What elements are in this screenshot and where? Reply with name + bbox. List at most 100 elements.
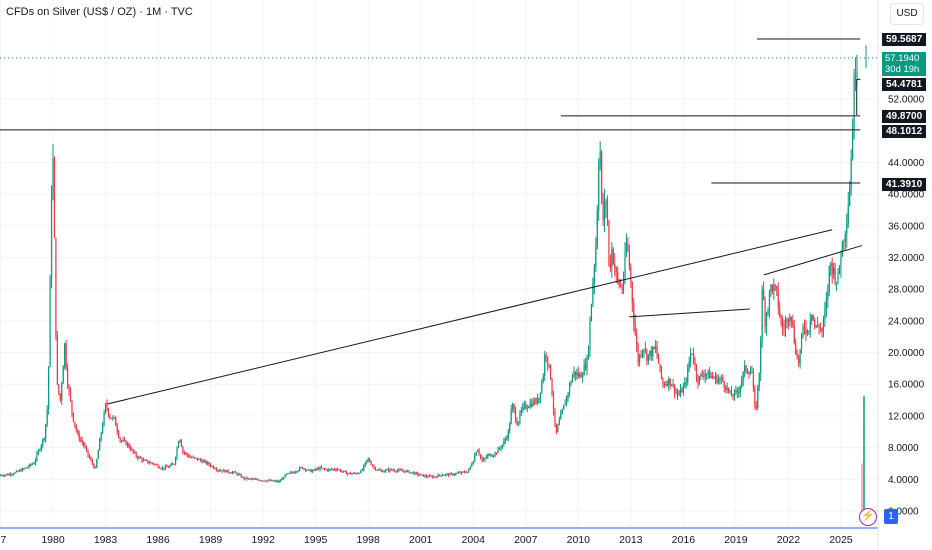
x-tick-label: 1998 (357, 534, 381, 546)
candle-body (590, 304, 593, 322)
candle-body (78, 433, 80, 440)
candle-body (350, 472, 352, 474)
candle-body (531, 403, 533, 407)
candle-body (46, 409, 48, 425)
x-tick-label: 1980 (41, 534, 65, 546)
candle-body (525, 404, 527, 409)
candle-body (196, 457, 199, 460)
y-tick-label: 40.0000 (888, 190, 925, 201)
candle-body (714, 375, 717, 379)
candle-body (386, 469, 388, 471)
candle-body (27, 466, 29, 468)
candle-body (662, 378, 664, 385)
x-tick-label: 1986 (146, 534, 170, 546)
candle-body (205, 460, 207, 464)
candle-body (376, 469, 378, 471)
candle-body (592, 283, 594, 305)
candle-body (593, 266, 595, 284)
candle-body (53, 158, 56, 239)
candle-body (671, 384, 673, 386)
candle-body (532, 400, 534, 407)
candle-body (42, 439, 44, 446)
candle-body (142, 459, 145, 461)
candle-body (77, 430, 79, 434)
candle-body (694, 362, 696, 366)
candle-body (418, 474, 420, 476)
candle-body (847, 205, 849, 224)
candle-body (173, 463, 175, 465)
candle-body (586, 357, 588, 369)
candle-body (424, 475, 426, 477)
candle-body (633, 303, 635, 323)
candle-body (13, 473, 15, 475)
candle-body (163, 467, 165, 469)
count-badge: 1 (884, 509, 898, 524)
candle-body (497, 448, 499, 453)
candle-body (456, 473, 458, 475)
candle-body (224, 469, 226, 473)
candle-body (709, 370, 711, 379)
candle-body (466, 471, 469, 473)
candle-body (786, 319, 788, 325)
candle-body (582, 374, 584, 378)
candle-body (209, 464, 212, 467)
candle-body (220, 470, 222, 472)
candle-body (771, 284, 773, 292)
candle-body (624, 253, 626, 278)
candle-body (539, 392, 541, 398)
candle-body (843, 241, 845, 243)
candle-body (303, 468, 305, 470)
candle-body (802, 326, 804, 336)
candle-body (838, 266, 841, 273)
candle-body (265, 481, 267, 483)
candle-body (503, 441, 505, 445)
candle-body (347, 473, 349, 475)
candle-body (199, 458, 201, 461)
candle-body (513, 404, 515, 411)
candle-body (789, 316, 791, 322)
candle-body (379, 469, 381, 471)
candle-body (141, 458, 143, 461)
x-tick-label: 2013 (619, 534, 643, 546)
candle-body (830, 263, 832, 266)
candle-body (96, 459, 98, 468)
last-price-tag: 57.1940 30d 19h (882, 52, 926, 76)
candle-body (326, 469, 328, 471)
candle-body (87, 449, 89, 456)
candle-body (630, 266, 632, 283)
candle-body (477, 450, 479, 453)
candle-body (434, 476, 436, 478)
candle-body (463, 471, 466, 473)
candle-body (393, 470, 396, 472)
candle-body (545, 355, 547, 357)
candle-body (621, 286, 623, 291)
candle-body (325, 468, 327, 470)
y-tick-label: 52.0000 (888, 95, 925, 106)
candle-body (226, 470, 228, 473)
candle-body (729, 391, 731, 393)
candle-body (110, 417, 112, 419)
candle-body (174, 457, 177, 465)
flash-alert-icon[interactable]: ⚡ (859, 508, 877, 526)
candle-body (659, 363, 661, 367)
candle-body (100, 432, 102, 440)
x-tick-label: 77 (0, 534, 6, 546)
price-marker-59: 59.5687 (882, 33, 927, 46)
candle-body (125, 440, 127, 445)
candle-body (186, 453, 188, 456)
candle-body (485, 457, 487, 459)
candle-body (180, 439, 183, 447)
candle-body (726, 387, 728, 391)
candle-body (612, 249, 614, 264)
y-tick-label: 4.0000 (888, 475, 919, 486)
currency-button[interactable]: USD (890, 3, 924, 25)
candle-body (161, 467, 164, 469)
candle-body (99, 439, 101, 451)
candle-body (240, 474, 242, 478)
candle-body (713, 377, 715, 379)
candle-body (167, 466, 169, 468)
candle-body (352, 473, 355, 475)
candle-body (814, 319, 816, 328)
candle-body (106, 403, 108, 409)
